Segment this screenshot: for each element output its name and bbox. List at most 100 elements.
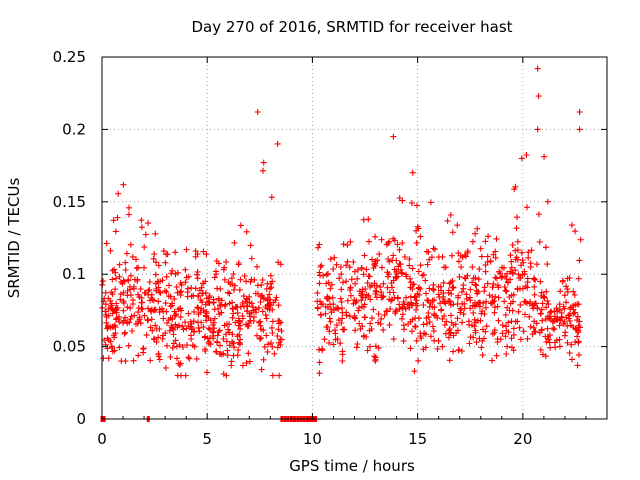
data-point <box>412 324 419 330</box>
data-point <box>535 211 542 218</box>
data-point <box>202 333 209 340</box>
data-point <box>477 245 484 252</box>
data-point <box>577 236 584 243</box>
data-point <box>396 195 403 201</box>
data-point <box>456 273 463 280</box>
data-point <box>545 301 552 308</box>
data-point <box>430 245 437 252</box>
data-point <box>571 292 578 298</box>
data-point <box>529 302 536 309</box>
data-point <box>322 310 329 317</box>
data-point <box>138 305 145 312</box>
data-point <box>198 305 205 312</box>
data-point <box>517 336 524 343</box>
data-point <box>264 280 271 287</box>
data-point <box>338 286 345 293</box>
data-point <box>220 370 227 377</box>
data-point <box>417 262 424 269</box>
data-point <box>155 334 162 341</box>
data-point-peak <box>534 126 541 133</box>
data-point <box>124 288 131 294</box>
data-point <box>467 297 474 304</box>
data-point <box>113 275 119 282</box>
data-point <box>504 270 510 277</box>
data-point <box>412 293 419 300</box>
data-point <box>105 324 112 331</box>
data-point <box>145 287 152 294</box>
data-point <box>505 319 512 326</box>
data-point <box>155 278 162 285</box>
data-point <box>386 296 393 303</box>
data-point <box>567 322 574 329</box>
data-point <box>155 353 162 360</box>
data-point <box>316 359 323 366</box>
data-point <box>503 288 510 295</box>
data-point <box>140 349 147 356</box>
data-point <box>420 271 427 278</box>
data-point <box>408 200 415 206</box>
data-point <box>258 334 264 341</box>
y-tick-label: 0.25 <box>53 48 86 66</box>
data-point <box>239 362 246 369</box>
data-point <box>269 372 276 379</box>
data-point <box>139 299 146 306</box>
data-point <box>163 273 170 280</box>
data-point <box>365 216 372 223</box>
data-point <box>241 273 248 279</box>
data-point <box>243 360 250 366</box>
data-point <box>218 309 225 316</box>
data-point <box>501 298 508 305</box>
data-point <box>540 293 547 300</box>
data-point <box>482 268 489 275</box>
data-point <box>337 264 344 270</box>
data-point <box>263 315 270 322</box>
data-point <box>467 305 474 312</box>
data-point <box>104 335 111 342</box>
data-point <box>564 286 571 293</box>
data-point <box>134 276 141 283</box>
data-point <box>355 307 362 314</box>
data-point <box>379 264 385 271</box>
data-point <box>133 256 139 263</box>
data-point <box>472 327 479 334</box>
data-point <box>229 305 236 312</box>
data-point <box>213 258 220 265</box>
data-point <box>116 344 123 351</box>
data-point <box>564 339 571 346</box>
data-point <box>562 329 569 336</box>
data-point <box>491 304 498 311</box>
data-point <box>330 341 337 348</box>
data-point <box>542 333 549 340</box>
data-point <box>367 296 374 303</box>
data-point <box>142 231 149 238</box>
data-point <box>412 323 418 330</box>
data-point <box>453 329 460 336</box>
data-point <box>326 339 333 346</box>
data-point <box>167 303 174 310</box>
data-point <box>554 315 561 322</box>
data-point <box>523 152 530 158</box>
data-point <box>448 319 455 326</box>
data-point <box>163 308 170 315</box>
data-point <box>206 340 212 347</box>
data-point <box>103 312 109 319</box>
data-point <box>575 339 582 346</box>
data-point <box>141 264 147 271</box>
data-point <box>489 299 495 306</box>
data-point <box>470 275 477 282</box>
data-point <box>273 294 280 301</box>
data-point <box>337 340 344 347</box>
data-point <box>561 318 568 325</box>
data-point <box>254 263 260 270</box>
data-point <box>531 291 538 298</box>
data-point <box>484 280 491 287</box>
data-point <box>378 236 385 243</box>
data-point <box>429 323 436 330</box>
data-point <box>510 270 517 277</box>
data-point <box>269 343 276 350</box>
data-point <box>575 275 582 282</box>
data-point <box>492 293 499 300</box>
data-point <box>527 260 534 267</box>
data-point <box>509 269 516 276</box>
data-point <box>414 202 420 209</box>
